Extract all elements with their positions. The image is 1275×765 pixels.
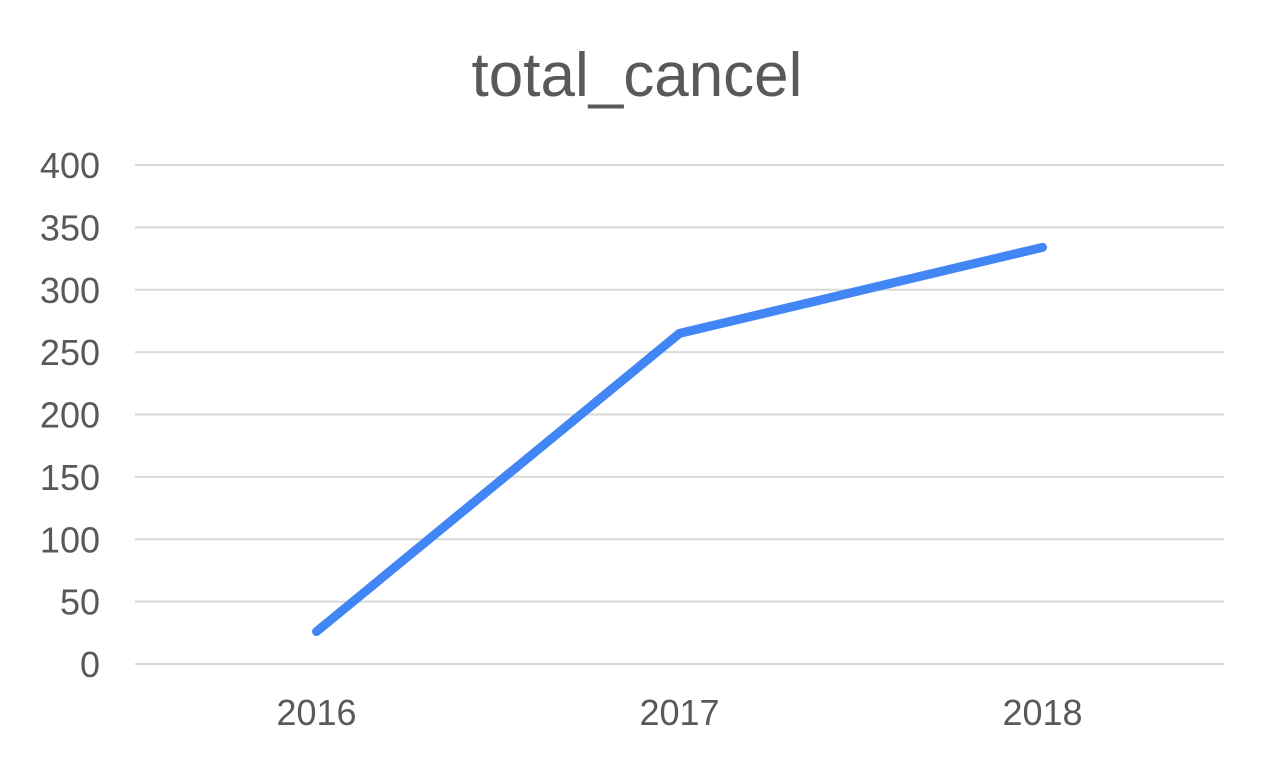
x-tick-label-2016: 2016 <box>276 692 356 733</box>
y-tick-label-400: 400 <box>40 145 100 186</box>
y-tick-label-350: 350 <box>40 207 100 248</box>
x-tick-label-2018: 2018 <box>1002 692 1082 733</box>
y-tick-label-150: 150 <box>40 457 100 498</box>
x-axis-tick-labels: 2016 2017 2018 <box>276 692 1082 733</box>
x-tick-label-2017: 2017 <box>639 692 719 733</box>
y-tick-label-100: 100 <box>40 519 100 560</box>
y-tick-label-50: 50 <box>60 582 100 623</box>
y-tick-label-250: 250 <box>40 332 100 373</box>
y-tick-label-200: 200 <box>40 395 100 436</box>
series-layer <box>312 242 1047 637</box>
series-line-0 <box>312 242 1047 637</box>
gridlines <box>135 164 1224 665</box>
chart-title: total_cancel <box>472 41 803 110</box>
y-tick-label-0: 0 <box>80 644 100 685</box>
y-tick-label-300: 300 <box>40 270 100 311</box>
y-axis-tick-labels: 0 50 100 150 200 250 300 350 400 <box>40 145 100 685</box>
